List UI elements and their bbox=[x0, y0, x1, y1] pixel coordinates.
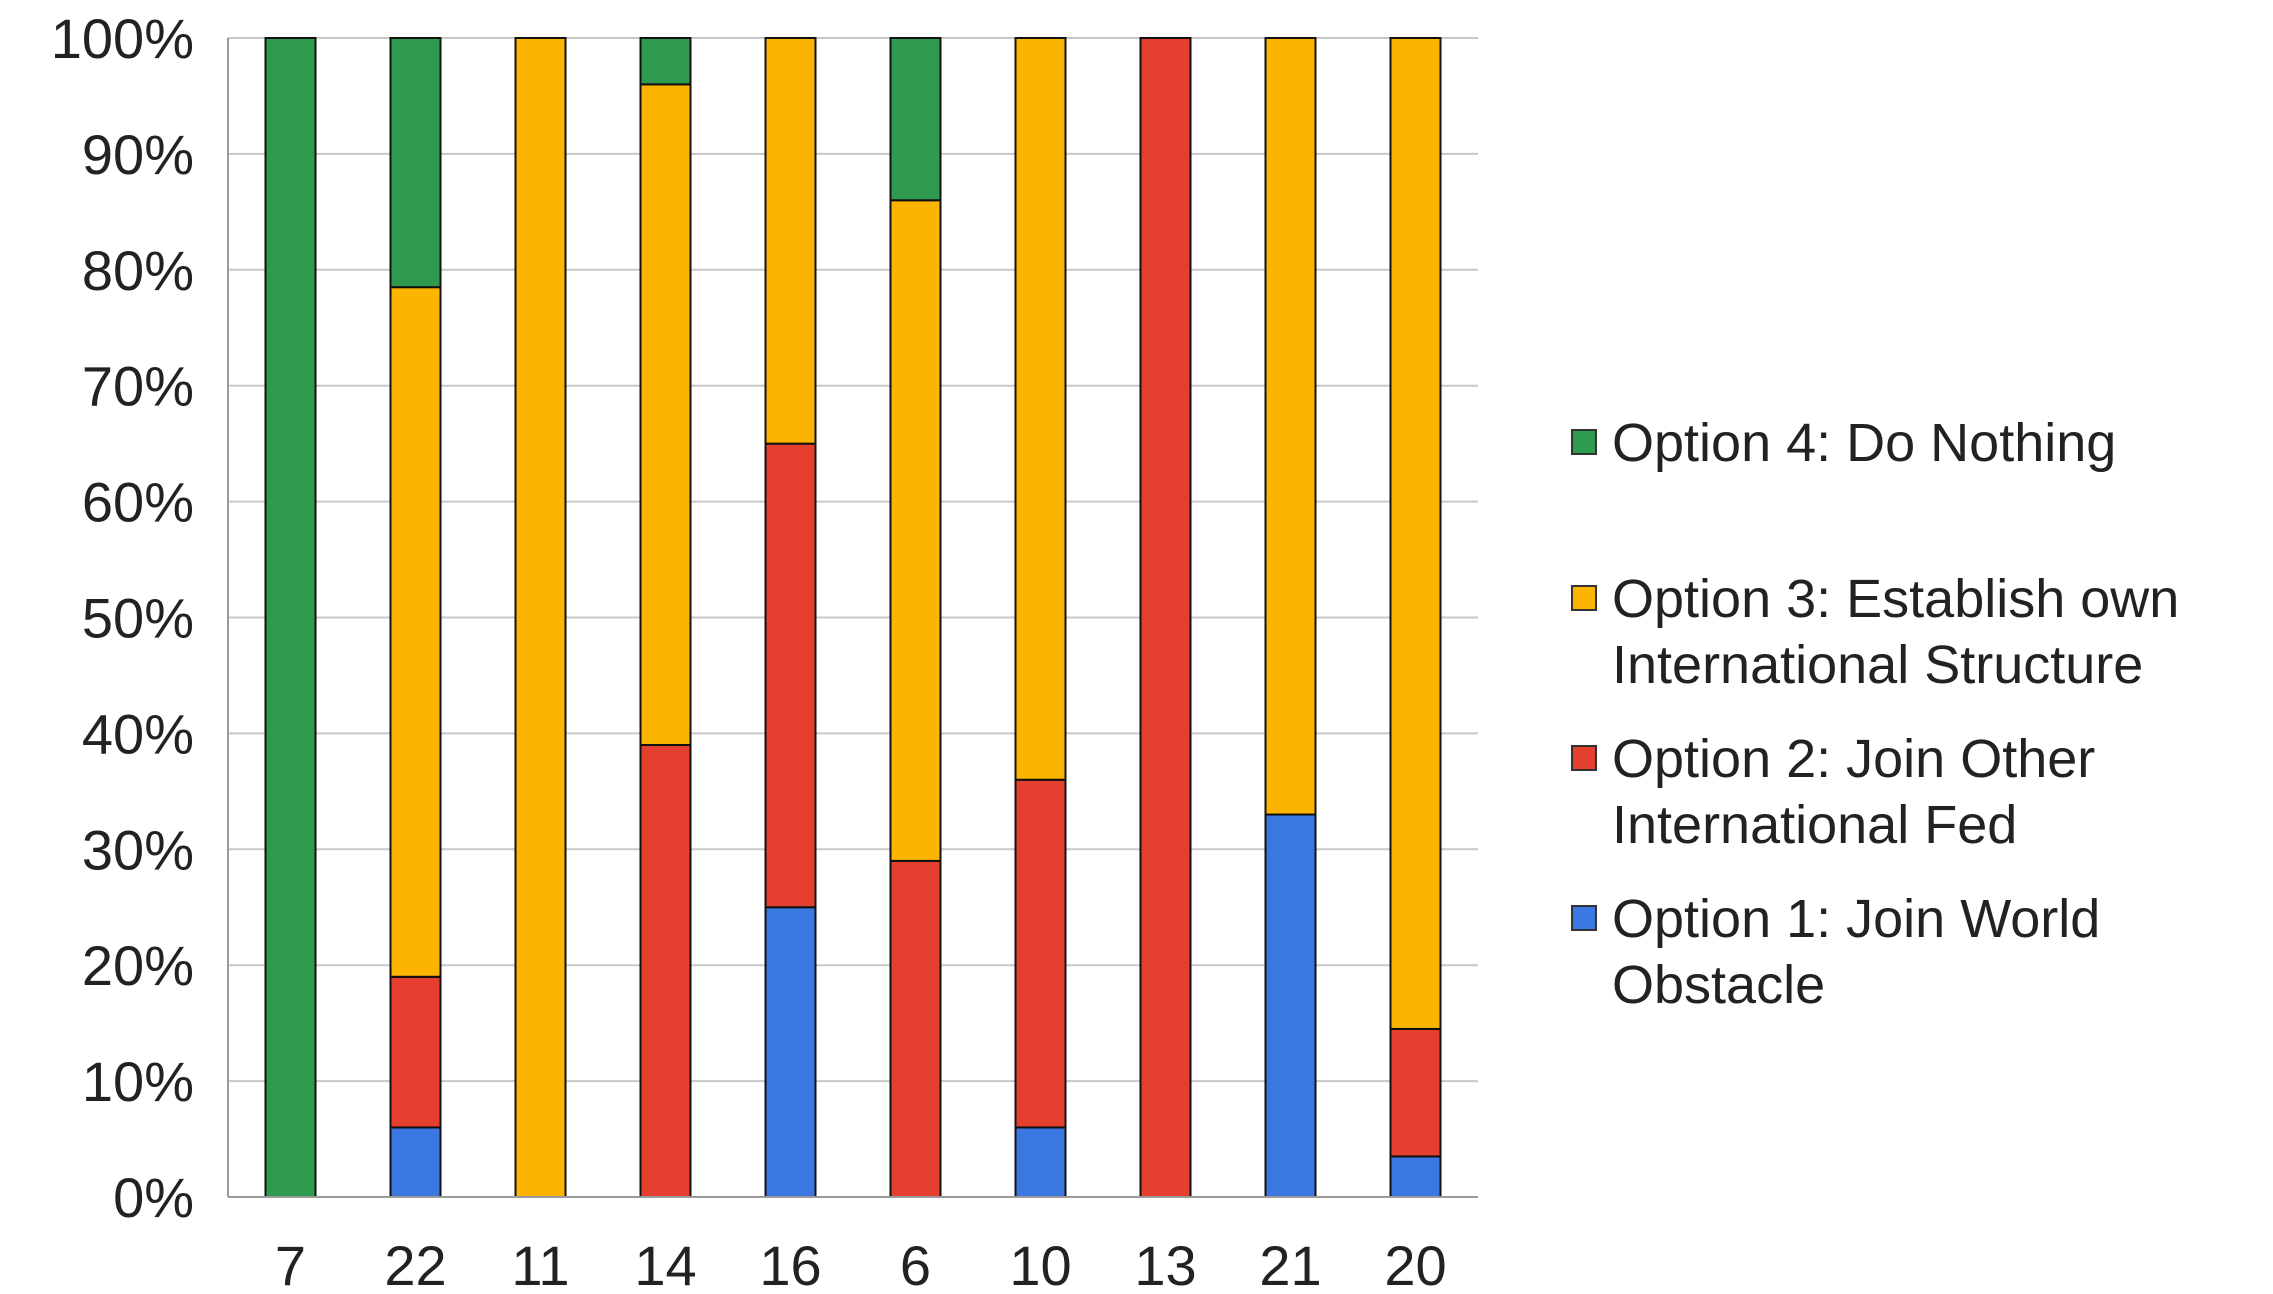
legend-label: Option 4: Do Nothing bbox=[1612, 413, 2116, 473]
legend-swatch bbox=[1571, 429, 1597, 455]
bar-segment bbox=[1389, 37, 1442, 1030]
legend-label: International Structure bbox=[1612, 635, 2143, 695]
x-tick-label: 7 bbox=[275, 1234, 306, 1294]
x-tick-label: 13 bbox=[1134, 1234, 1196, 1294]
legend-label: Option 1: Join World bbox=[1612, 889, 2100, 949]
bar-segment bbox=[389, 1126, 442, 1198]
y-tick-label: 30% bbox=[82, 818, 194, 881]
y-tick-label: 80% bbox=[82, 239, 194, 302]
bar-segment bbox=[1014, 778, 1067, 1129]
bar-segment bbox=[1264, 37, 1317, 816]
y-tick-label: 10% bbox=[82, 1050, 194, 1113]
bar-segment bbox=[764, 442, 817, 909]
x-tick-label: 16 bbox=[759, 1234, 821, 1294]
legend-label: Option 3: Establish own bbox=[1612, 569, 2179, 629]
x-tick-label: 20 bbox=[1384, 1234, 1446, 1294]
bar-segment bbox=[889, 199, 942, 862]
legend-label: International Fed bbox=[1612, 795, 2017, 855]
y-tick-label: 50% bbox=[82, 587, 194, 650]
bar-segment bbox=[514, 37, 567, 1198]
bar-segment bbox=[389, 37, 442, 289]
y-tick-label: 70% bbox=[82, 355, 194, 418]
legend-label: Obstacle bbox=[1612, 955, 1825, 1015]
y-tick-label: 60% bbox=[82, 471, 194, 534]
bar-segment bbox=[389, 286, 442, 978]
bar-segment bbox=[764, 37, 817, 445]
y-tick-label: 90% bbox=[82, 123, 194, 186]
bar-segment bbox=[389, 975, 442, 1129]
legend-label: Option 2: Join Other bbox=[1612, 729, 2095, 789]
x-tick-label: 21 bbox=[1259, 1234, 1321, 1294]
bar-segment bbox=[764, 906, 817, 1198]
x-axis: 7 22 11 14 16 6 10 13 21 20 bbox=[228, 1196, 1478, 1294]
bar-segment bbox=[264, 37, 317, 1198]
x-tick-label: 6 bbox=[900, 1234, 931, 1294]
bar-segment bbox=[639, 743, 692, 1198]
bar-segment bbox=[1014, 1126, 1067, 1198]
bar-segment bbox=[639, 37, 692, 86]
x-tick-label: 14 bbox=[634, 1234, 696, 1294]
x-tick-label: 22 bbox=[384, 1234, 446, 1294]
bar-segment bbox=[1389, 1027, 1442, 1158]
y-tick-label: 40% bbox=[82, 702, 194, 765]
bars bbox=[264, 37, 1442, 1199]
legend-swatch bbox=[1571, 745, 1597, 771]
legend: Option 4: Do Nothing Option 3: Establish … bbox=[1571, 413, 2179, 1015]
bar-segment bbox=[1014, 37, 1067, 781]
legend-swatch bbox=[1571, 585, 1597, 611]
bar-segment bbox=[1139, 37, 1192, 1198]
x-tick-label: 11 bbox=[511, 1234, 569, 1294]
legend-item: Option 4: Do Nothing bbox=[1571, 413, 2116, 473]
y-tick-label: 0% bbox=[113, 1166, 194, 1229]
bar-segment bbox=[1389, 1155, 1442, 1199]
bar-segment bbox=[639, 83, 692, 746]
y-axis: 0% 10% 20% 30% 40% 50% 60% 70% 80% 90% 100% bbox=[51, 7, 229, 1229]
x-tick-label: 10 bbox=[1009, 1234, 1071, 1294]
legend-swatch bbox=[1571, 905, 1597, 931]
y-tick-label: 100% bbox=[51, 7, 194, 70]
bar-segment bbox=[889, 859, 942, 1198]
bar-segment bbox=[1264, 813, 1317, 1199]
bar-segment bbox=[889, 37, 942, 202]
y-tick-label: 20% bbox=[82, 934, 194, 997]
